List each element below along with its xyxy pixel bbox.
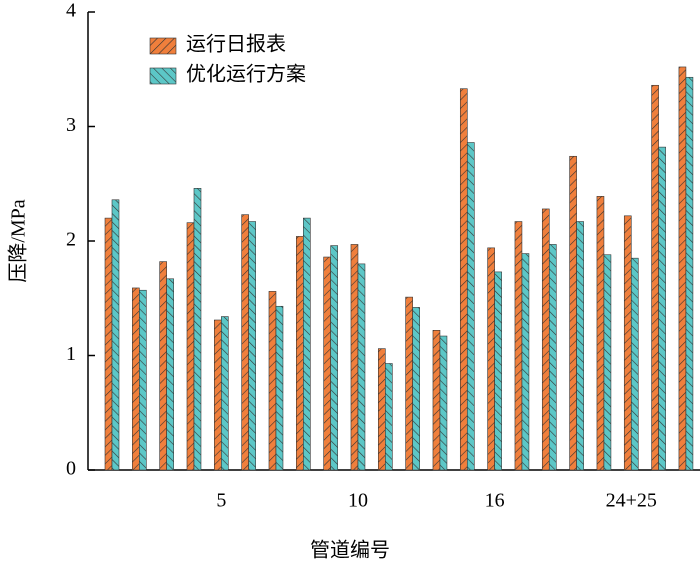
y-tick-label: 1 xyxy=(66,343,76,365)
bar-hatch xyxy=(296,236,304,470)
x-tick-label: 10 xyxy=(348,490,368,512)
bar-hatch xyxy=(487,247,495,470)
y-axis-label: 压降/MPa xyxy=(7,199,30,282)
bar-hatch xyxy=(521,253,529,470)
y-tick-label: 4 xyxy=(66,0,76,22)
bar-hatch xyxy=(439,336,447,470)
bar-hatch xyxy=(323,257,331,470)
legend-label: 优化运行方案 xyxy=(186,63,306,86)
bar-hatch xyxy=(412,307,420,470)
y-tick-label: 2 xyxy=(66,229,76,251)
bar-hatch xyxy=(214,320,222,470)
bar-hatch xyxy=(603,254,611,470)
bar-hatch xyxy=(275,306,283,470)
bar-hatch xyxy=(268,291,276,470)
bar-hatch xyxy=(166,278,174,470)
bar-hatch xyxy=(139,290,147,470)
bar-hatch xyxy=(685,77,693,470)
bar-hatch xyxy=(112,199,119,470)
bar-hatch xyxy=(405,297,413,470)
bar-hatch xyxy=(186,222,194,470)
bar-hatch xyxy=(132,287,140,470)
bar-hatch xyxy=(221,316,229,470)
bar-hatch xyxy=(678,66,686,471)
bar-hatch xyxy=(514,221,522,470)
bar-hatch xyxy=(494,271,502,470)
bar-hatch xyxy=(460,88,468,470)
x-axis-label: 管道编号 xyxy=(310,539,390,562)
bar-hatch xyxy=(105,218,112,470)
bar-hatch xyxy=(378,348,386,470)
bar-hatch xyxy=(193,188,201,470)
bar-hatch xyxy=(658,147,666,471)
bar-hatch xyxy=(159,261,167,470)
bar-hatch xyxy=(241,214,249,470)
bar-hatch xyxy=(651,85,659,470)
legend-swatch-hatch xyxy=(150,38,176,54)
x-tick-label: 5 xyxy=(216,490,226,512)
bar-hatch xyxy=(624,215,632,470)
x-tick-label: 16 xyxy=(485,490,505,512)
bar-hatch xyxy=(303,218,311,470)
bar-hatch xyxy=(549,244,557,470)
y-tick-label: 0 xyxy=(66,458,76,480)
bar-hatch xyxy=(385,363,393,470)
y-tick-label: 3 xyxy=(66,114,76,136)
bar-hatch xyxy=(542,208,550,470)
legend-label: 运行日报表 xyxy=(186,33,286,56)
bar-hatch xyxy=(432,330,440,470)
bar-hatch xyxy=(631,258,639,470)
bar-hatch xyxy=(248,221,256,470)
x-tick-label: 24+25 xyxy=(606,490,657,512)
bar-hatch xyxy=(330,245,338,470)
bar-hatch xyxy=(596,196,604,470)
bar-hatch xyxy=(357,263,365,470)
bar-hatch xyxy=(576,221,584,470)
bar-hatch xyxy=(467,142,475,470)
bar-hatch xyxy=(569,156,577,470)
legend-swatch-hatch xyxy=(150,68,176,84)
bar-hatch xyxy=(350,244,358,470)
